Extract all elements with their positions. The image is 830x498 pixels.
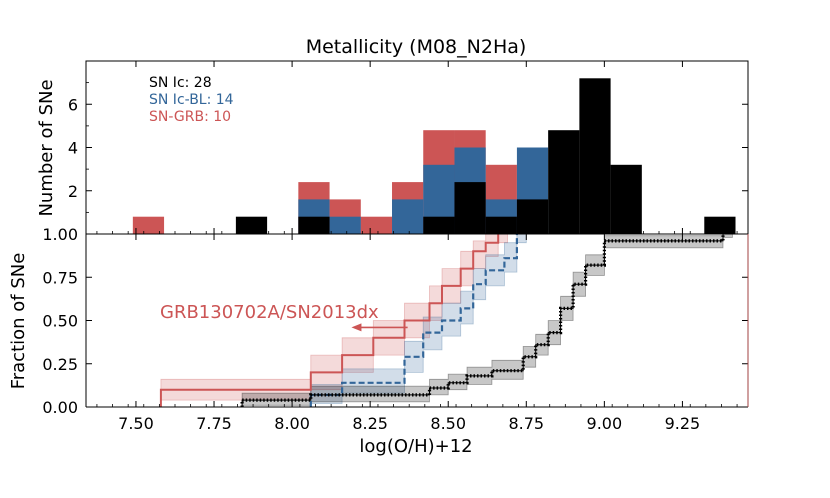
hist-y-tick-label-2: 6 [68, 95, 78, 114]
cdf-panel: 7.50 7.75 8.00 8.25 8.50 8.75 9.00 9.25 0.00 0.25… [8, 225, 749, 433]
cdf-y-label: Fraction of SNe [8, 253, 29, 390]
hist-bar-sn-ic-8 [610, 164, 642, 234]
x-tick-label-6: 9.00 [587, 414, 623, 433]
cdf-y-tick-label-3: 0.75 [42, 268, 78, 287]
hist-bar-sn-grb-0 [132, 216, 165, 234]
cdf-line-sn-grb [159, 234, 500, 407]
x-tick-label-0: 7.50 [118, 414, 154, 433]
hist-bar-sn-ic-9 [704, 216, 736, 234]
cdf-line-sn-ic-base [241, 234, 724, 407]
histogram-legend: SN Ic: 28 SN Ic-BL: 14 SN-GRB: 10 [149, 75, 234, 125]
cdf-y-tick-label-4: 1.00 [42, 225, 78, 244]
hist-bar-sn-ic-2 [423, 216, 455, 234]
annotation-arrow-head [351, 323, 362, 332]
histogram-panel: 2 4 6 SN Ic: 28 SN Ic-BL: 14 SN-GRB: 10 Nu… [36, 60, 749, 235]
hist-bar-sn-ic-1 [298, 216, 330, 234]
histogram-y-label: Number of SNe [36, 79, 57, 216]
legend-sn-ic: SN Ic: 28 [149, 75, 212, 91]
x-axis-label: log(O/H)+12 [359, 436, 472, 457]
cdf-y-tick-label-2: 0.50 [42, 312, 78, 331]
hist-bar-sn-ic-bl-2 [392, 199, 424, 234]
cdf-ticks: 7.50 7.75 8.00 8.25 8.50 8.75 9.00 9.25 0.00 0.25… [42, 225, 748, 433]
legend-sn-grb: SN-GRB: 10 [149, 109, 231, 125]
hist-bar-sn-ic-bl-1 [329, 216, 361, 234]
chart-title: Metallicity (M08_N2Ha) [306, 36, 527, 58]
x-tick-label-7: 9.25 [665, 414, 701, 433]
cdf-line-sn-ic-bl [309, 234, 518, 407]
histogram-bars [132, 78, 736, 234]
annotation-label: GRB130702A/SN2013dx [160, 302, 379, 323]
x-tick-label-1: 7.75 [196, 414, 232, 433]
hist-bar-sn-ic-6 [548, 130, 580, 234]
hist-bar-sn-ic-0 [235, 216, 268, 234]
legend-sn-ic-bl: SN Ic-BL: 14 [149, 92, 234, 108]
cdf-band-sn-ic [189, 233, 733, 408]
grb130702a-annotation: GRB130702A/SN2013dx [160, 302, 408, 332]
x-tick-label-4: 8.50 [430, 414, 466, 433]
hist-bar-sn-ic-3 [454, 182, 486, 234]
x-tick-label-2: 8.00 [274, 414, 310, 433]
cdf-y-tick-label-0: 0.00 [42, 398, 78, 417]
cdf-y-tick-label-1: 0.25 [42, 355, 78, 374]
cdf-step-lines [159, 234, 725, 407]
x-tick-label-5: 8.75 [508, 414, 544, 433]
hist-bar-sn-ic-4 [485, 216, 517, 234]
hist-bar-sn-grb-3 [360, 216, 393, 234]
x-tick-label-3: 8.25 [352, 414, 388, 433]
hist-y-tick-label-0: 2 [68, 182, 78, 201]
hist-y-tick-label-1: 4 [68, 139, 78, 158]
hist-bar-sn-ic-7 [579, 78, 611, 234]
hist-bar-sn-ic-5 [516, 199, 549, 234]
